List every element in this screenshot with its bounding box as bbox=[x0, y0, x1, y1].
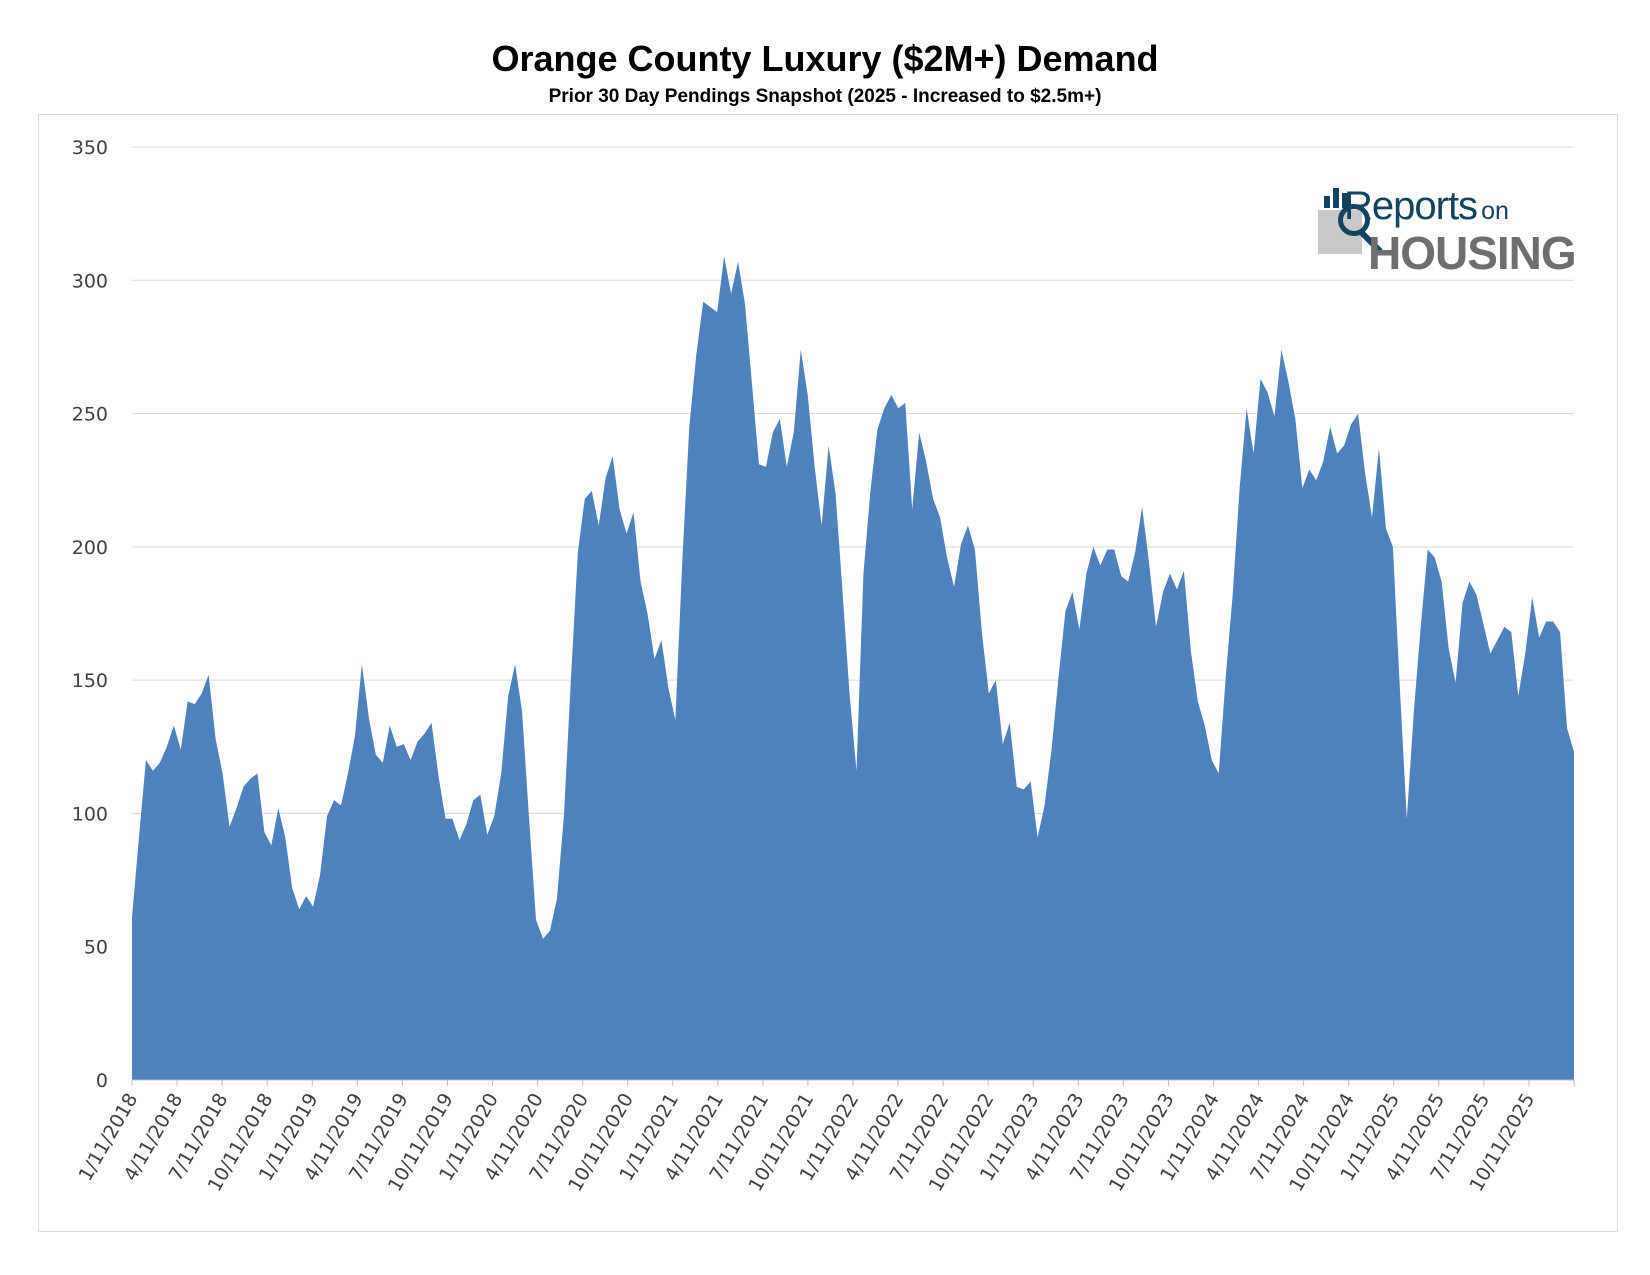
y-tick-label: 250 bbox=[72, 404, 108, 426]
y-tick-label: 0 bbox=[96, 1070, 108, 1092]
chart-frame bbox=[38, 114, 1618, 1232]
logo-text-top: Reports on bbox=[1344, 184, 1509, 229]
y-tick-label: 200 bbox=[72, 537, 108, 559]
y-tick-label: 150 bbox=[72, 670, 108, 692]
pendings-area bbox=[132, 256, 1574, 1080]
reports-on-housing-logo: Reports on HOUSING bbox=[1310, 182, 1600, 282]
y-tick-label: 350 bbox=[72, 137, 108, 159]
y-tick-label: 300 bbox=[72, 270, 108, 292]
logo-magnifier-icon bbox=[1338, 204, 1370, 236]
logo-word-reports: Reports bbox=[1344, 184, 1478, 228]
area-series bbox=[132, 256, 1574, 1080]
logo-bar-chart-icon bbox=[1324, 188, 1352, 208]
axes bbox=[131, 1079, 1575, 1086]
y-axis-ticks: 0 50 100 150 200 250 300 350 bbox=[72, 137, 108, 1092]
chart-subtitle: Prior 30 Day Pendings Snapshot (2025 - I… bbox=[548, 86, 1102, 107]
chart-title: Orange County Luxury ($2M+) Demand bbox=[491, 38, 1159, 79]
x-axis-ticks: 1/11/20184/11/20187/11/201810/11/20181/1… bbox=[75, 1090, 1540, 1196]
y-tick-label: 100 bbox=[72, 803, 108, 825]
logo-word-housing: HOUSING bbox=[1368, 227, 1577, 279]
logo-word-on: on bbox=[1481, 197, 1509, 225]
y-tick-label: 50 bbox=[84, 937, 108, 959]
